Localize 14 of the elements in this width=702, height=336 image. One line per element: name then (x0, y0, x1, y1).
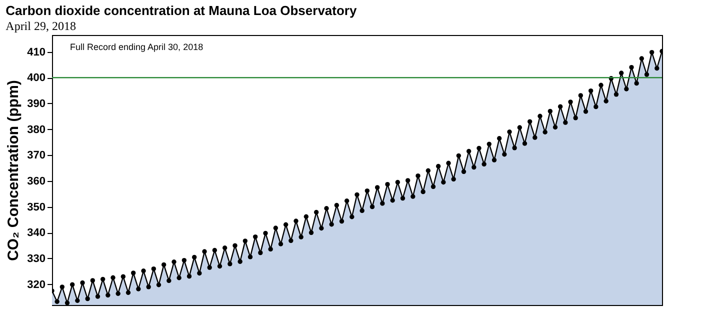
annotation: Full Record ending April 30, 2018 (70, 42, 204, 52)
y-tick-label: 340 (27, 227, 46, 240)
y-tick-label: 390 (27, 98, 46, 110)
y-tick-label: 410 (27, 46, 46, 58)
y-tick-label: 380 (27, 124, 46, 136)
y-tick-label: 350 (27, 201, 46, 214)
y-tick-label: 320 (27, 278, 46, 291)
y-axis-title: CO₂ Concentration (ppm) (5, 80, 22, 261)
y-tick-label: 370 (27, 150, 46, 162)
chart-title: Carbon dioxide concentration at Mauna Loa Observatory (6, 3, 358, 18)
y-tick-label: 400 (27, 72, 46, 84)
text: April 29, 2018 (6, 19, 76, 33)
y-tick-label: 360 (27, 175, 46, 188)
y-tick-label: 330 (27, 252, 46, 265)
